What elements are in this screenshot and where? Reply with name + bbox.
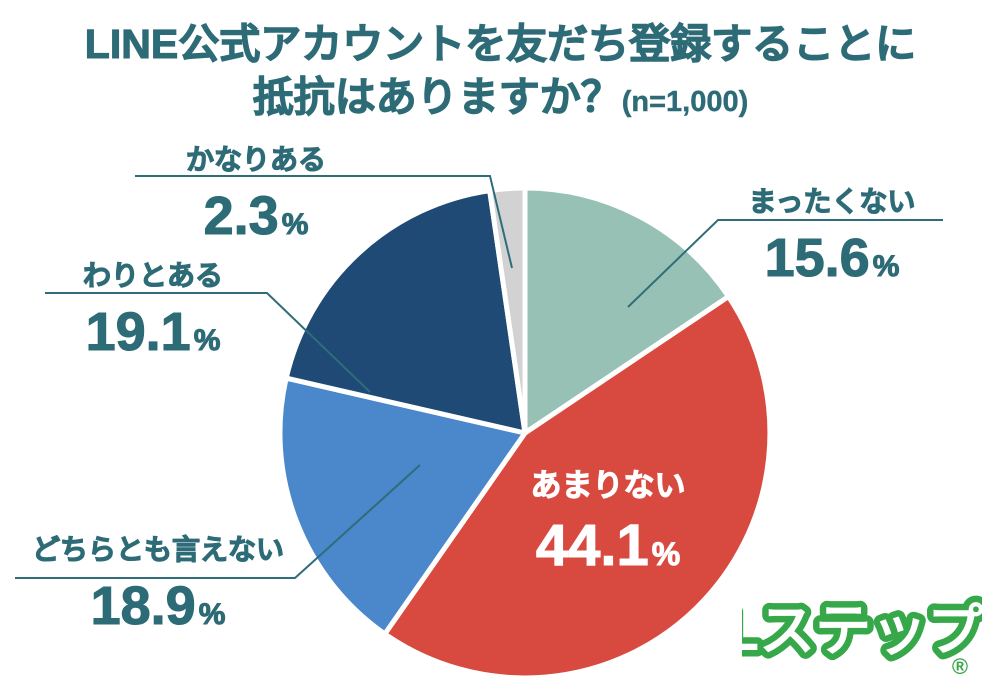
chart-title-line1: LINE公式アカウントを友だち登録することに (84, 20, 917, 67)
percent-sign: % (651, 535, 681, 572)
pie-slice-warito (283, 188, 528, 436)
lstep-logo: Lステップ ® (742, 593, 982, 680)
leader-line-dochira (15, 464, 421, 579)
segment-value-amari: 44.1% (535, 512, 681, 578)
callout-mattaku: まったくない 15.6% (712, 180, 952, 289)
sample-size-label: (n=1,000) (621, 86, 749, 119)
leader-line-kanari (135, 175, 513, 269)
pie-slice-amari (382, 294, 773, 681)
callout-warito: わりとある 19.1% (38, 254, 268, 363)
segment-label-warito: わりとある (82, 259, 223, 291)
segment-value-kanari: 2.3% (203, 185, 309, 246)
leader-line-mattaku (627, 219, 943, 308)
chart-title-line2: 抵抗はありますか？(n=1,000) (0, 71, 1001, 124)
pie-slice-kanari (487, 185, 528, 436)
chart-title-question: 抵抗はありますか？ (252, 74, 622, 121)
percent-sign: % (872, 249, 900, 283)
percent-sign: % (281, 207, 309, 241)
callout-kanari: かなりある 2.3% (150, 138, 362, 247)
chart-title: LINE公式アカウントを友だち登録することに 抵抗はありますか？(n=1,000… (0, 18, 1001, 125)
segment-label-amari: あまりない (530, 467, 686, 503)
center-label-amari: あまりない 44.1% (488, 460, 728, 579)
segment-value-warito: 19.1% (85, 301, 221, 362)
pie-slice-mattaku (522, 185, 731, 436)
registered-trademark-icon: ® (952, 654, 968, 679)
percent-sign: % (193, 323, 221, 357)
callout-dochira: どちらとも言えない 18.9% (18, 528, 298, 637)
segment-label-mattaku: まったくない (748, 185, 916, 217)
leader-line-warito (45, 292, 371, 393)
segment-label-dochira: どちらとも言えない (31, 533, 284, 565)
segment-value-dochira: 18.9% (90, 575, 226, 636)
segment-label-kanari: かなりある (185, 143, 326, 175)
lstep-logo-text: Lステップ (742, 599, 982, 662)
pie-slice-dochira (277, 375, 528, 637)
segment-value-mattaku: 15.6% (764, 227, 900, 288)
percent-sign: % (198, 597, 226, 631)
